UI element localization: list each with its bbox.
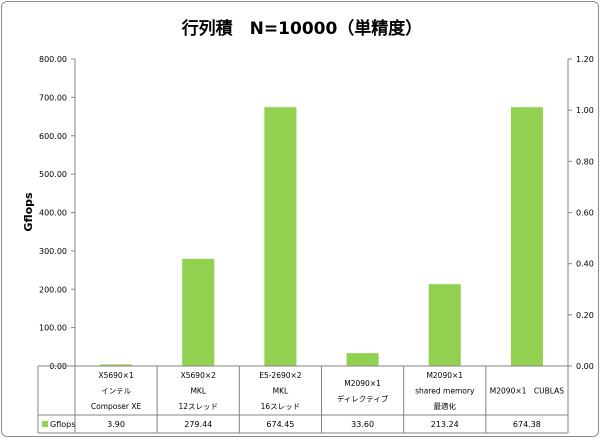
category-label: shared memory [415,387,475,396]
y-tick-label: 800.00 [39,55,67,64]
plot-area: 0.00 100.00 200.00 300.00 400.00 500.00 600.00… [37,55,594,434]
y-tick-label: 300.00 [39,247,67,256]
category-label: ディレクティブ [337,393,389,403]
category-label: 16スレッド [261,402,301,411]
chart-title: 行列積 N=10000（単精度） [181,18,423,39]
y2-tick-label: 0.40 [576,260,594,269]
y-tick-label: 600.00 [39,132,67,141]
category-label: MKL [273,387,289,396]
category-label: M2090×1 [344,379,381,388]
category-label: M2090×1 [426,371,463,380]
y-tick-label: 700.00 [39,93,67,102]
bar [346,353,379,366]
bar [510,107,543,367]
y2-tick-label: 1.20 [576,55,594,64]
y2-tick-label: 0.20 [576,311,594,320]
data-table-value: 3.90 [107,420,125,429]
data-table-value: 674.45 [266,420,294,429]
data-table-value: 674.38 [513,420,541,429]
legend-label: Gflops [50,420,75,429]
bar [428,284,461,366]
y-tick-label: 500.00 [39,170,67,179]
category-label: 最適化 [434,401,457,411]
y-axis-label: Gflops [22,192,35,232]
bar [100,364,133,366]
category-label: Composer XE [91,402,142,411]
legend-swatch [42,421,48,427]
y2-tick-label: 1.00 [576,106,594,115]
y-tick-label: 100.00 [39,324,67,333]
category-label: E5-2690×2 [259,371,302,380]
data-table-value: 279.44 [184,420,212,429]
y2-tick-label: 0.00 [576,362,594,371]
y-tick-label: 400.00 [39,209,67,218]
category-label: 12スレッド [178,402,218,411]
category-label: M2090×1 CUBLAS [490,387,564,396]
bar [264,107,297,366]
data-table-value: 213.24 [431,420,459,429]
y-tick-label: 200.00 [39,285,67,294]
category-label: X5690×1 [98,371,134,380]
bar [182,258,215,366]
data-table-value: 33.60 [351,420,374,429]
y2-tick-label: 0.80 [576,157,594,166]
category-label: MKL [190,387,206,396]
category-label: インテル [101,387,131,396]
category-label: X5690×2 [181,371,217,380]
y2-tick-label: 0.60 [576,209,594,218]
